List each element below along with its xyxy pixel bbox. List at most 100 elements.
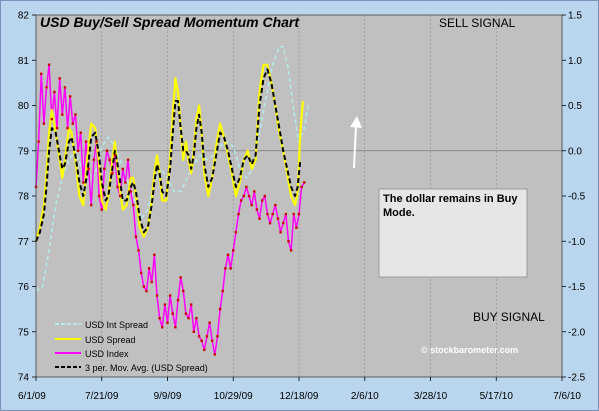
index-point	[247, 194, 251, 198]
index-point	[297, 212, 301, 216]
y-left-tick-label: 81	[18, 56, 30, 67]
index-point	[218, 307, 222, 311]
index-point	[200, 339, 203, 342]
index-point	[142, 285, 146, 288]
y-left-tick-label: 75	[18, 327, 30, 338]
watermark: © stockbarometer.com	[421, 345, 518, 355]
index-point	[116, 185, 119, 189]
index-point	[276, 217, 280, 220]
index-point	[258, 217, 261, 220]
y-right-tick-label: -2.5	[568, 373, 586, 384]
index-point	[260, 199, 264, 202]
x-tick-label: 3/28/10	[414, 391, 448, 402]
index-point	[224, 267, 227, 270]
buy-signal-label: BUY SIGNAL	[473, 310, 545, 324]
up-arrow-icon	[350, 116, 362, 169]
y-right-tick-label: -1.5	[568, 282, 586, 293]
index-point	[284, 212, 288, 216]
index-point	[108, 158, 111, 161]
x-tick-label: 7/21/09	[85, 391, 119, 402]
index-point	[134, 235, 138, 238]
index-point	[63, 86, 67, 89]
legend-label-index: USD Index	[85, 349, 129, 359]
index-point	[271, 212, 274, 216]
index-point	[234, 231, 238, 234]
index-point	[303, 181, 306, 184]
index-point	[250, 203, 253, 207]
series-3-per-mov-avg-usd-spread	[35, 68, 302, 242]
index-point	[118, 194, 122, 198]
index-point	[163, 303, 167, 306]
y-left-tick-label: 76	[18, 282, 30, 293]
y-right-tick-label: 1.5	[568, 11, 582, 22]
index-point	[245, 185, 248, 189]
note-text-line1: The dollar remains in Buy	[383, 193, 518, 205]
index-point	[126, 158, 130, 161]
index-point	[203, 348, 206, 352]
index-point	[166, 321, 169, 324]
index-point	[76, 149, 80, 152]
y-right-tick-label: 0.0	[568, 146, 582, 157]
y-left-tick-label: 74	[18, 373, 30, 384]
y-right-tick-label: 0.5	[568, 101, 582, 112]
y-right-tick-label: -0.5	[568, 192, 586, 203]
x-tick-label: 7/6/10	[553, 391, 581, 402]
index-point	[289, 249, 293, 252]
index-point	[132, 203, 135, 207]
sell-signal-label: SELL SIGNAL	[439, 16, 516, 30]
index-point	[68, 95, 72, 98]
index-point	[53, 90, 56, 94]
index-point	[111, 172, 114, 175]
index-point	[282, 221, 285, 225]
index-point	[74, 113, 77, 116]
index-point	[61, 113, 64, 116]
x-tick-label: 6/1/09	[18, 391, 46, 402]
x-tick-label: 10/29/09	[214, 391, 253, 402]
index-point	[153, 253, 156, 257]
index-point	[95, 140, 98, 143]
index-point	[237, 212, 240, 216]
index-point	[50, 117, 53, 121]
index-point	[87, 167, 90, 171]
index-point	[105, 149, 109, 152]
index-point	[97, 194, 101, 198]
index-point	[226, 253, 230, 257]
index-point	[37, 140, 40, 143]
y-left-tick-label: 80	[18, 101, 30, 112]
index-point	[192, 330, 195, 333]
index-point	[42, 122, 46, 125]
index-point	[147, 267, 151, 270]
y-right-tick-label: -1.0	[568, 237, 586, 248]
index-point	[239, 199, 243, 202]
index-point	[103, 167, 106, 171]
index-point	[82, 181, 85, 184]
note-box	[378, 188, 528, 278]
index-point	[274, 203, 277, 207]
axes: 82 81 80 79 78 77 76 75 74 1.5 1.0 0.5 0.0 -0.5 -1.0 -1…	[18, 11, 586, 403]
index-point	[137, 249, 140, 252]
index-point	[184, 312, 188, 315]
index-point	[113, 154, 117, 157]
index-point	[232, 249, 235, 252]
index-point	[179, 276, 182, 279]
svg-text:© stockbarometer.com: © stockbarometer.com	[421, 345, 518, 355]
index-point	[155, 294, 159, 297]
x-tick-label: 2/6/10	[351, 391, 379, 402]
index-point	[176, 298, 180, 302]
index-point	[300, 185, 303, 189]
y-left-tick-label: 82	[18, 11, 30, 22]
x-tick-label: 9/9/09	[154, 391, 182, 402]
index-markers	[34, 63, 306, 356]
index-point	[45, 86, 48, 89]
index-point	[189, 303, 193, 306]
index-point	[168, 294, 172, 297]
index-point	[211, 339, 214, 342]
index-point	[208, 321, 211, 324]
y-left-tick-label: 79	[18, 146, 30, 157]
index-point	[295, 226, 298, 229]
index-point	[292, 212, 295, 216]
index-point	[229, 267, 232, 270]
legend-label-spread: USD Spread	[85, 335, 136, 345]
